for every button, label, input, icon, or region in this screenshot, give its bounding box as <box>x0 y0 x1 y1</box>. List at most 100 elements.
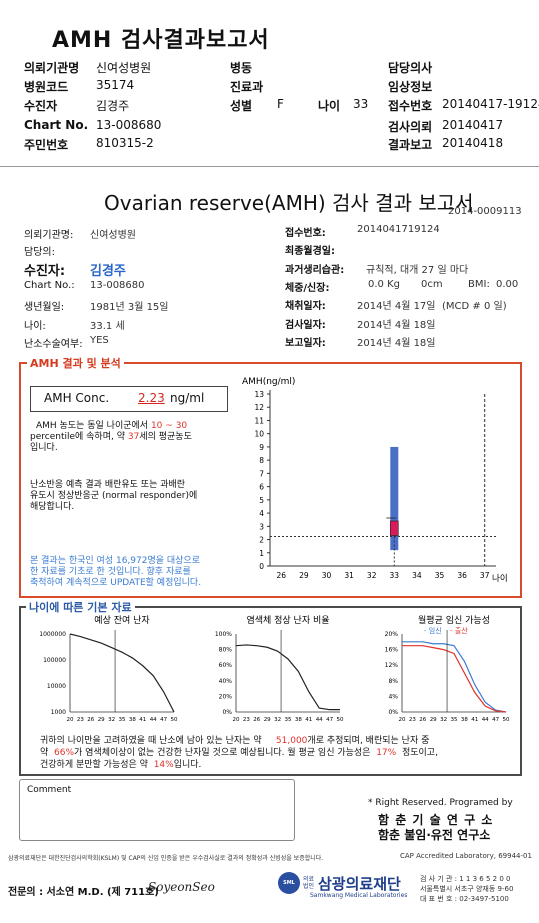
mini-y-tick-label: 80% <box>219 647 233 654</box>
info-value: 2014년 4월 17일 <box>357 301 436 312</box>
info-label: 의뢰기관명: <box>24 230 74 241</box>
y-tick-label: 0 <box>259 562 264 571</box>
info-value: (MCD # 0 일) <box>442 301 507 312</box>
mini-series-line <box>402 641 507 713</box>
summary-value: 13-008680 <box>96 118 162 132</box>
report-title: Ovarian reserve(AMH) 검사 결과 보고서 <box>104 191 474 215</box>
mini-x-tick-label: 23 <box>243 717 250 723</box>
summary-value: 김경주 <box>96 99 130 113</box>
amh-analysis-line: 입니다. <box>30 443 58 453</box>
contact-line: 대 표 번 호 : 02-3497-5100 <box>420 895 509 903</box>
box-whisker-range <box>390 446 399 551</box>
normal-egg-pct: 66% <box>54 748 75 758</box>
age-reference-box <box>19 606 522 776</box>
amh-result-box <box>19 362 522 598</box>
summary-text-line: 건강하게 분만할 가능성은 약 14%입니다. <box>40 760 202 770</box>
mini-x-tick-label: 35 <box>285 717 292 723</box>
amh-note-line: 본 결과는 한국인 여성 16,972명을 대상으로 <box>30 556 200 566</box>
mini-x-tick-label: 32 <box>440 717 447 723</box>
mini-x-tick-label: 38 <box>129 717 136 723</box>
summary-value: 810315-2 <box>96 136 154 150</box>
amh-box-title: AMH 결과 및 분석 <box>27 355 124 371</box>
mini-x-tick-label: 41 <box>471 717 478 723</box>
mini-x-tick-label: 38 <box>461 717 468 723</box>
info-label: 수진자: <box>24 264 66 279</box>
mini-x-tick-label: 26 <box>253 717 260 723</box>
info-label: 검사일자: <box>285 320 326 331</box>
box-iqr <box>390 520 399 536</box>
summary-label: 진료과 <box>230 80 264 94</box>
y-tick-label: 9 <box>259 443 264 452</box>
amh-note-line: 축적하여 계속적으로 UPDATE할 예정입니다. <box>30 578 202 588</box>
info-label: 채취일자: <box>285 301 326 312</box>
mini-x-tick-label: 23 <box>409 717 416 723</box>
mini-x-tick-label: 50 <box>503 717 510 723</box>
y-tick-label: 6 <box>259 483 264 492</box>
y-tick-label: 8 <box>259 456 264 465</box>
info-value: 2014년 4월 18일 <box>357 338 436 349</box>
percentile-tilde: ~ <box>165 421 173 431</box>
amh-analysis-line: AMH 농도는 동일 나이군에서 10 ~ 30 <box>36 421 188 431</box>
info-label: BMI: <box>468 279 490 290</box>
info-label: 체중/신장: <box>285 283 330 294</box>
summary-label: 병동 <box>230 61 253 75</box>
mini-x-tick-label: 47 <box>160 717 167 723</box>
amh-response-line: 유도시 정상반응군 (normal responder)에 <box>30 491 198 501</box>
summary-text-line: 귀하의 나이만을 고려하였을 때 난소에 남아 있는 난자는 약 51,000개… <box>40 736 430 746</box>
mini-y-tick-label: 40% <box>219 678 233 685</box>
org-name-1: 함 춘 기 술 연 구 소 <box>378 813 494 827</box>
mini-x-tick-label: 35 <box>451 717 458 723</box>
mini-x-tick-label: 38 <box>295 717 302 723</box>
mini-y-tick-label: 1000000 <box>39 631 66 638</box>
mini-x-tick-label: 29 <box>264 717 271 723</box>
pregnancy-pct: 17% <box>376 748 397 758</box>
mini-x-tick-label: 35 <box>119 717 126 723</box>
mini-x-tick-label: 44 <box>316 717 323 723</box>
summary-value: 20140418 <box>442 136 504 150</box>
mini-x-tick-label: 41 <box>305 717 312 723</box>
y-tick-label: 3 <box>259 522 264 531</box>
mini-x-tick-label: 44 <box>150 717 157 723</box>
x-axis-label: 나이 <box>492 573 508 584</box>
mini-x-tick-label: 20 <box>399 717 406 723</box>
mini-y-tick-label: 100% <box>215 631 232 638</box>
mini-y-tick-label: 1000 <box>51 709 66 716</box>
percentile-low: 10 <box>150 421 163 431</box>
age-reference-title: 나이에 따른 기본 자료 <box>26 599 135 615</box>
mini-x-tick-label: 47 <box>492 717 499 723</box>
mini-series-line <box>69 633 175 713</box>
mini-x-tick-label: 32 <box>274 717 281 723</box>
summary-title: AMH 검사결과보고서 <box>52 28 270 53</box>
mini-x-tick-label: 29 <box>430 717 437 723</box>
mini-y-tick-label: 4% <box>388 693 398 700</box>
x-tick-label: 29 <box>299 571 309 580</box>
mini-x-tick-label: 20 <box>67 717 74 723</box>
info-value: 33.1 세 <box>90 321 125 332</box>
y-tick-label: 10 <box>254 430 264 439</box>
info-value: 0.0 Kg <box>368 279 400 290</box>
x-tick-label: 37 <box>480 571 490 580</box>
summary-label: 병원코드 <box>24 80 69 94</box>
rights-text: * Right Reserved. Programed by <box>368 798 513 808</box>
mini-x-tick-label: 23 <box>77 717 84 723</box>
x-tick-label: 33 <box>390 571 400 580</box>
summary-label: 나이 <box>318 99 341 113</box>
info-value: 13-008680 <box>90 280 145 291</box>
doctor-signature: 전문의 : 서소연 M.D. (제 711호) <box>8 887 159 898</box>
y-tick-label: 11 <box>254 416 264 425</box>
y-tick-label: 13 <box>254 390 264 399</box>
legend-entry: - 출산 <box>450 626 468 635</box>
summary-value: 신여성병원 <box>96 61 152 75</box>
footer-disclaimer: 삼광의료재단은 대한진단검사의학회(KSLM) 및 CAP의 신임 인증을 받은… <box>8 855 324 862</box>
mini-x-tick-label: 29 <box>98 717 105 723</box>
section-divider <box>0 166 539 167</box>
mini-y-tick-label: 60% <box>219 662 233 669</box>
x-tick-label: 26 <box>277 571 287 580</box>
info-label: 담당의: <box>24 247 55 258</box>
handwritten-signature: SoyeonSeo <box>148 880 215 894</box>
info-value: 규칙적, 대개 27 일 마다 <box>366 265 469 276</box>
mini-y-tick-label: 0% <box>222 709 232 716</box>
percentile-high: 30 <box>175 421 188 431</box>
